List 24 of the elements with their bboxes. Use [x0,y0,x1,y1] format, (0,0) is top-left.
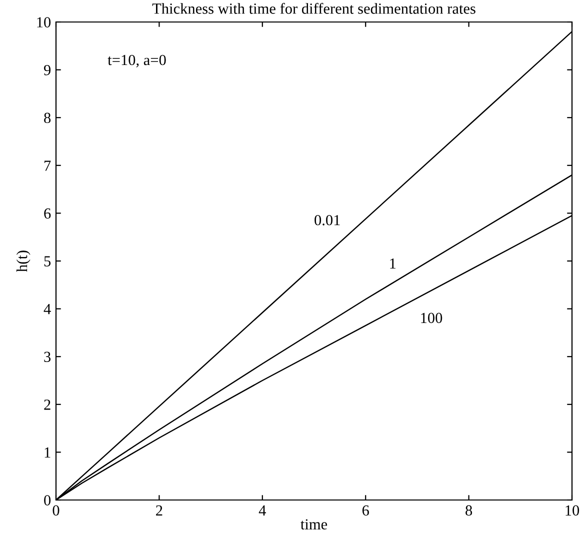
y-tick-label: 2 [44,400,50,410]
y-tick-label: 6 [44,208,51,219]
y-tick-label: 4 [44,304,51,314]
y-axis-title: h(t) [16,250,30,272]
series-label: 0.01 [314,214,340,226]
y-tick-label: 1 [44,447,50,458]
y-tick-label: 7 [44,160,51,171]
x-tick-label: 6 [362,505,369,516]
y-tick-label: 9 [44,64,51,76]
y-tick-label: 5 [44,256,51,266]
y-tick-label: 8 [44,112,51,124]
x-tick-label: 0 [52,505,60,516]
x-tick-label: 2 [156,505,162,516]
x-axis-title: time [300,519,328,530]
chart-title: Thickness with time for different sedimentation rates [152,2,476,14]
y-tick-label: 0 [44,495,51,506]
x-tick-label: 10 [566,505,580,516]
y-tick-label: 3 [44,352,51,362]
series-label: 100 [421,312,442,324]
x-tick-label: 8 [466,505,472,516]
series-label: 1 [390,258,396,269]
x-tick-label: 4 [258,505,266,516]
y-tick-label: 10 [37,17,51,28]
annotation: t=10, a=0 [108,54,166,68]
